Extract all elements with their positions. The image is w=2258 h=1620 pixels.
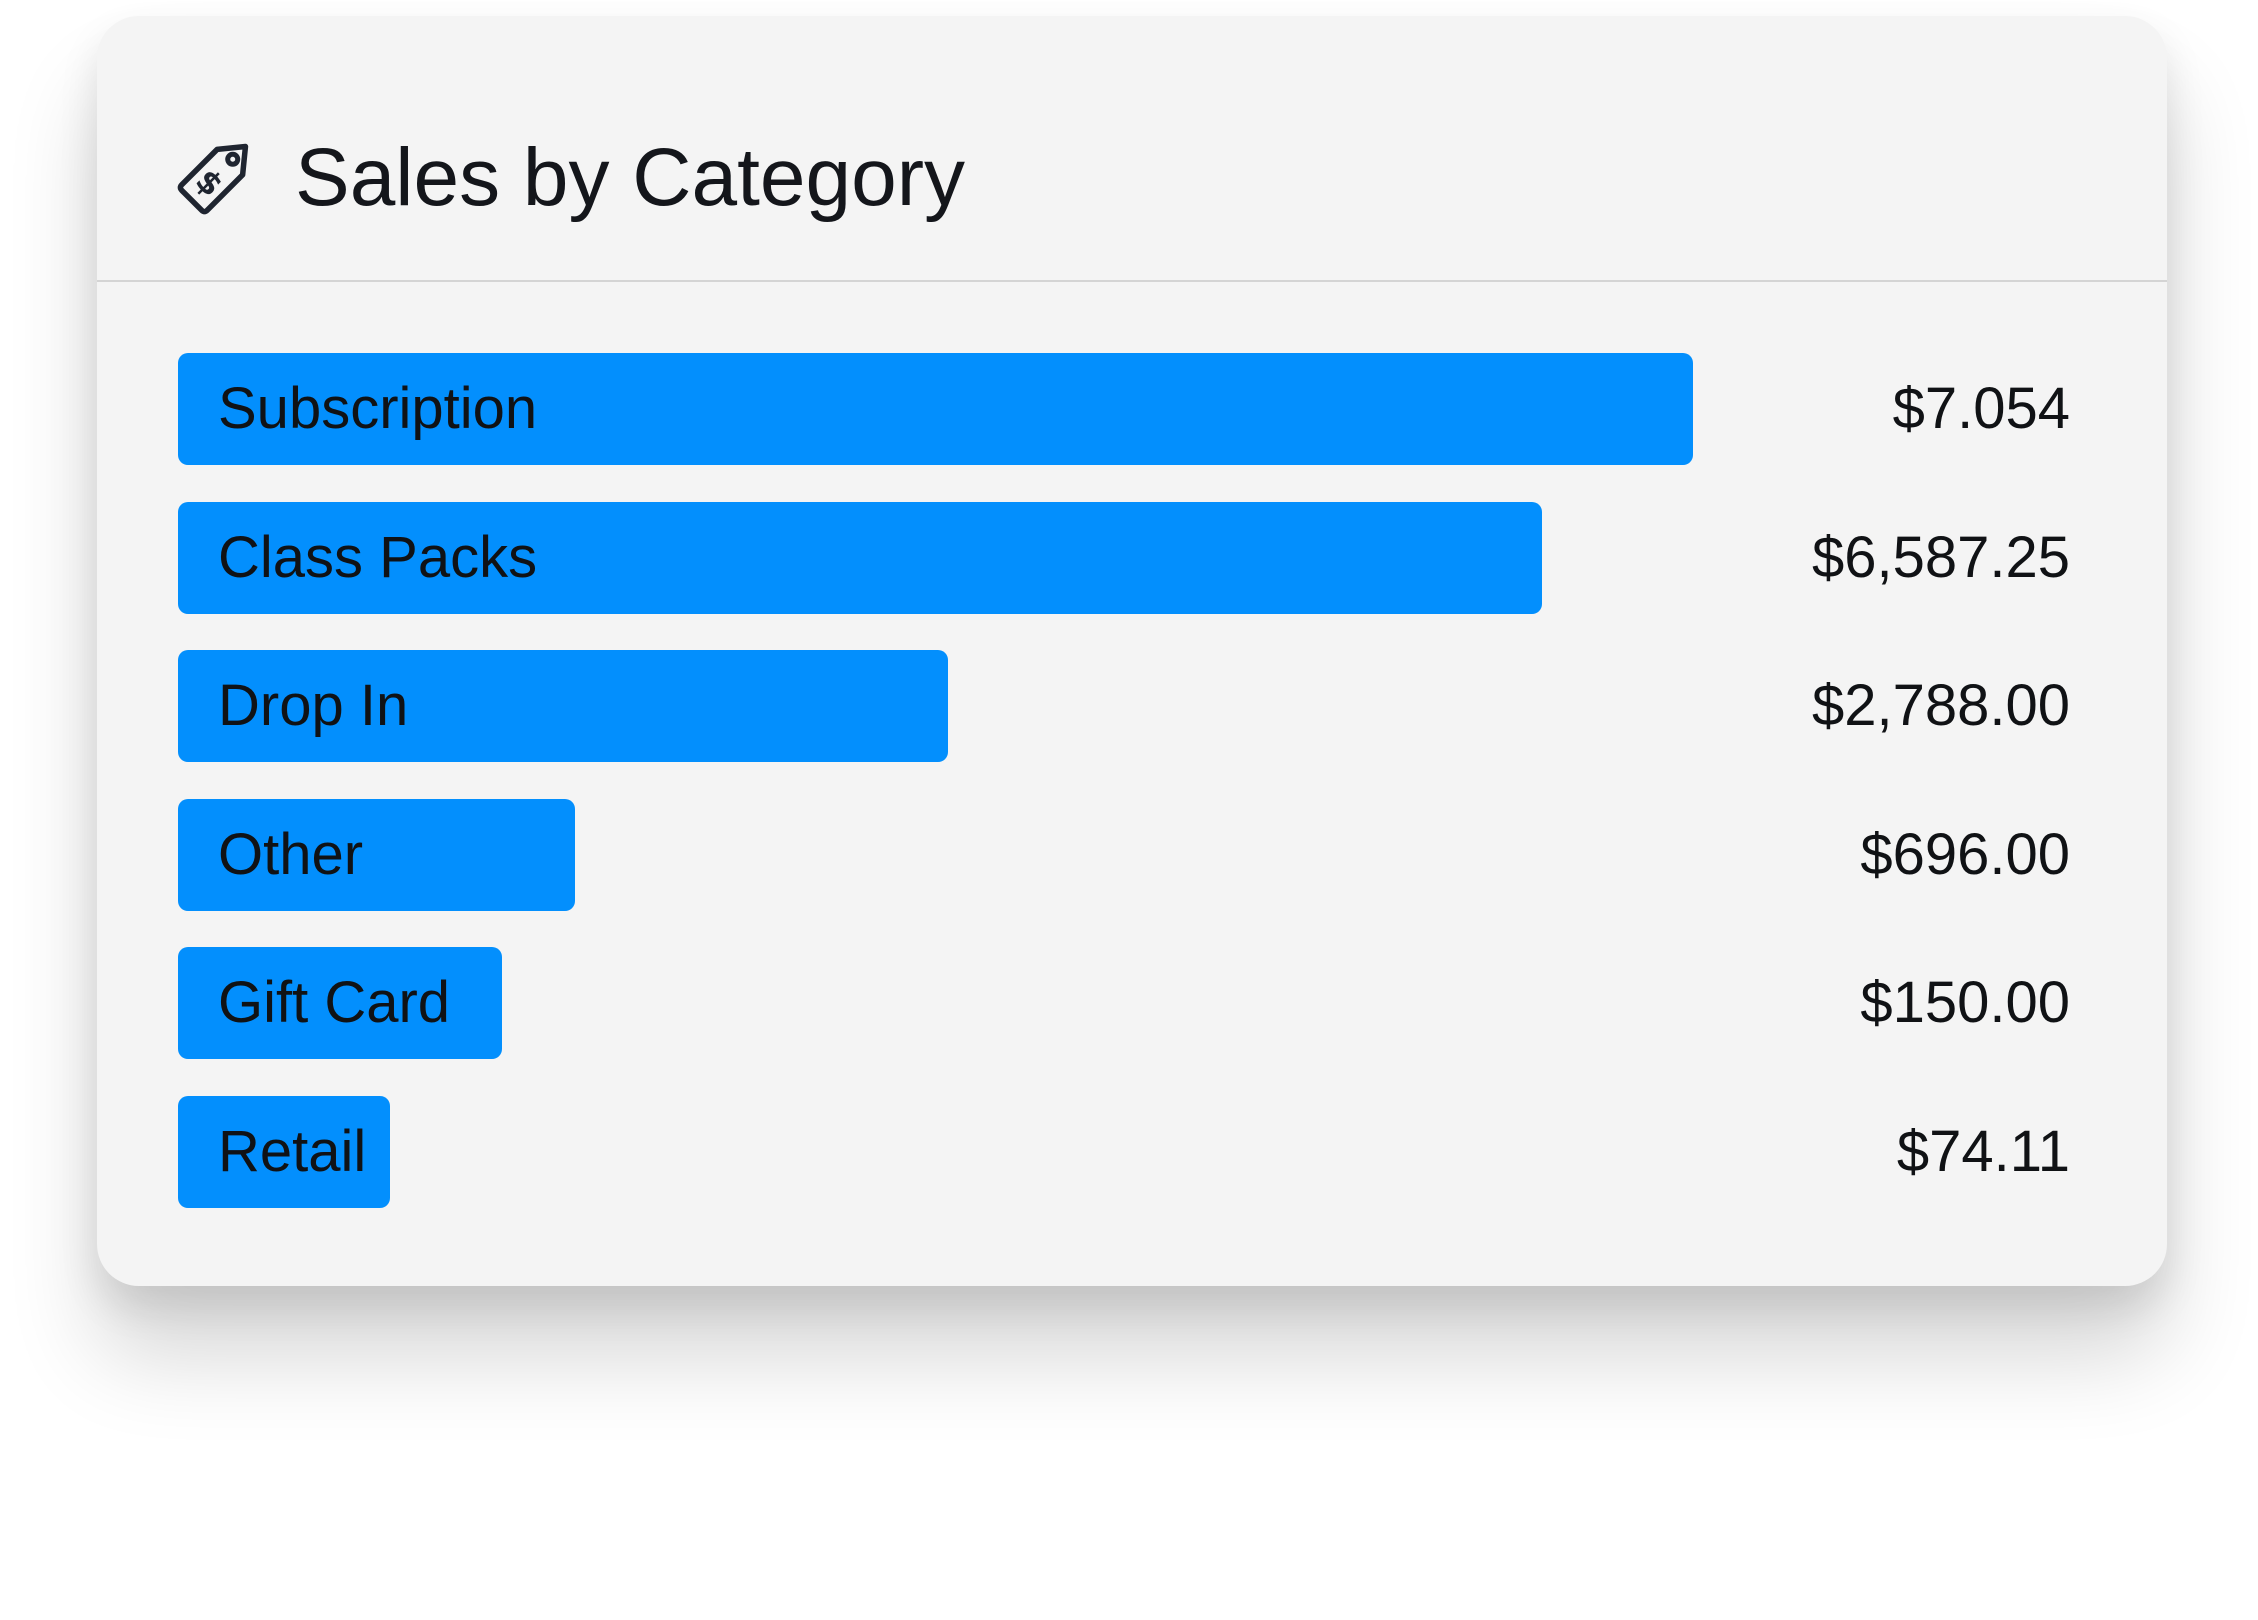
bar-category-label: Drop In xyxy=(218,673,409,738)
bar-value-label: $7.054 xyxy=(1892,376,2070,441)
card-header: $ Sales by Category xyxy=(97,16,2167,282)
chart-bar xyxy=(178,1095,390,1208)
price-tag-dollar-icon: $ xyxy=(177,143,249,215)
chart-row: Drop In $2,788.00 xyxy=(178,650,2070,762)
chart-row: Retail $74.11 xyxy=(178,1095,2070,1208)
chart-row: Subscription $7.054 xyxy=(178,353,2070,465)
card-title: Sales by Category xyxy=(295,132,966,223)
sales-by-category-card: $ Sales by Category Subscription $7.054 Cl… xyxy=(97,16,2167,1286)
chart-bar xyxy=(178,798,575,911)
chart-bar xyxy=(178,650,948,762)
bar-category-label: Gift Card xyxy=(218,970,451,1035)
bar-category-label: Subscription xyxy=(218,376,538,441)
bar-value-label: $74.11 xyxy=(1896,1118,2070,1184)
bar-category-label: Class Packs xyxy=(218,524,538,590)
bar-value-label: $2,788.00 xyxy=(1811,673,2070,738)
bar-category-label: Retail xyxy=(218,1118,367,1184)
bar-value-label: $6,587.25 xyxy=(1811,524,2070,590)
chart-row: Other $696.00 xyxy=(178,798,2070,911)
chart-bar xyxy=(178,353,1693,465)
bar-value-label: $150.00 xyxy=(1860,970,2070,1035)
chart-bar xyxy=(178,501,1542,614)
chart-bar xyxy=(178,947,502,1059)
bar-chart: Subscription $7.054 Class Packs $6,587.25 Dr… xyxy=(97,16,2167,1286)
bar-value-label: $696.00 xyxy=(1860,821,2070,887)
bar-category-label: Other xyxy=(218,821,364,887)
chart-row: Gift Card $150.00 xyxy=(178,947,2070,1059)
chart-row: Class Packs $6,587.25 xyxy=(178,501,2070,614)
